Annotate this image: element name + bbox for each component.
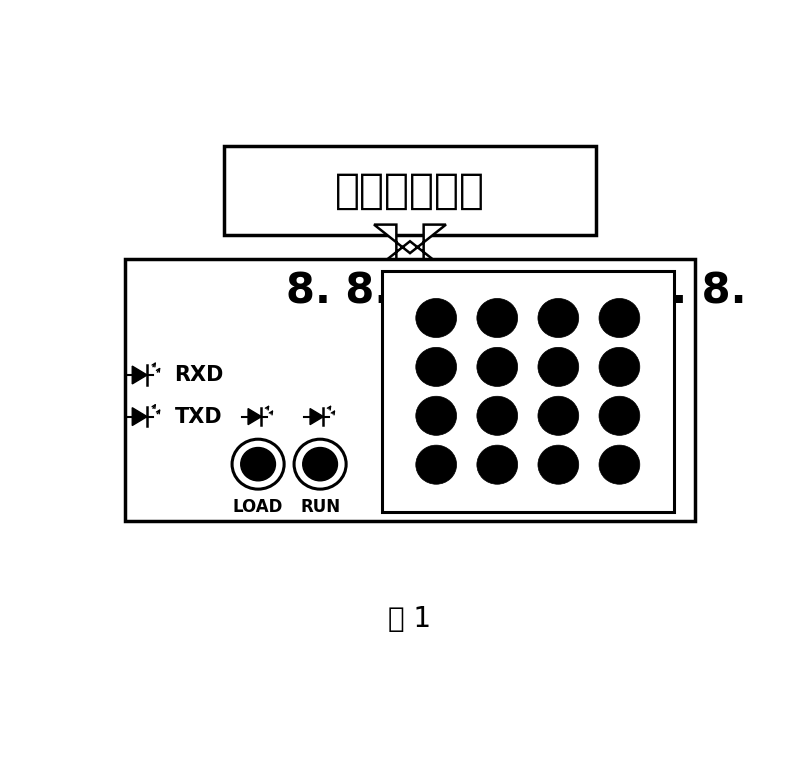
Circle shape [538, 445, 578, 484]
Circle shape [599, 347, 640, 387]
Polygon shape [132, 366, 147, 384]
Polygon shape [132, 408, 147, 425]
Bar [224, 146, 596, 235]
Circle shape [538, 347, 578, 387]
Polygon shape [374, 225, 446, 269]
Circle shape [477, 299, 518, 337]
Bar [125, 259, 695, 520]
Circle shape [477, 445, 518, 484]
Circle shape [294, 439, 346, 489]
Bar [382, 271, 674, 512]
Text: TXD: TXD [174, 407, 222, 427]
Text: RUN: RUN [300, 498, 340, 516]
Circle shape [416, 396, 457, 435]
Circle shape [477, 347, 518, 387]
Circle shape [538, 299, 578, 337]
Circle shape [599, 396, 640, 435]
Text: 调试环境主机: 调试环境主机 [335, 170, 485, 212]
Circle shape [599, 299, 640, 337]
Circle shape [232, 439, 284, 489]
Circle shape [302, 448, 338, 481]
Polygon shape [248, 408, 262, 425]
Text: 图 1: 图 1 [389, 604, 431, 633]
Circle shape [416, 347, 457, 387]
Circle shape [416, 299, 457, 337]
Circle shape [477, 396, 518, 435]
Text: 8. 8. 8. 8. 8. 8. 8. 8.: 8. 8. 8. 8. 8. 8. 8. 8. [286, 271, 746, 313]
Circle shape [538, 396, 578, 435]
Circle shape [599, 445, 640, 484]
Text: RXD: RXD [174, 365, 224, 385]
Circle shape [416, 445, 457, 484]
Circle shape [241, 448, 275, 481]
Text: LOAD: LOAD [233, 498, 283, 516]
Polygon shape [310, 408, 323, 425]
